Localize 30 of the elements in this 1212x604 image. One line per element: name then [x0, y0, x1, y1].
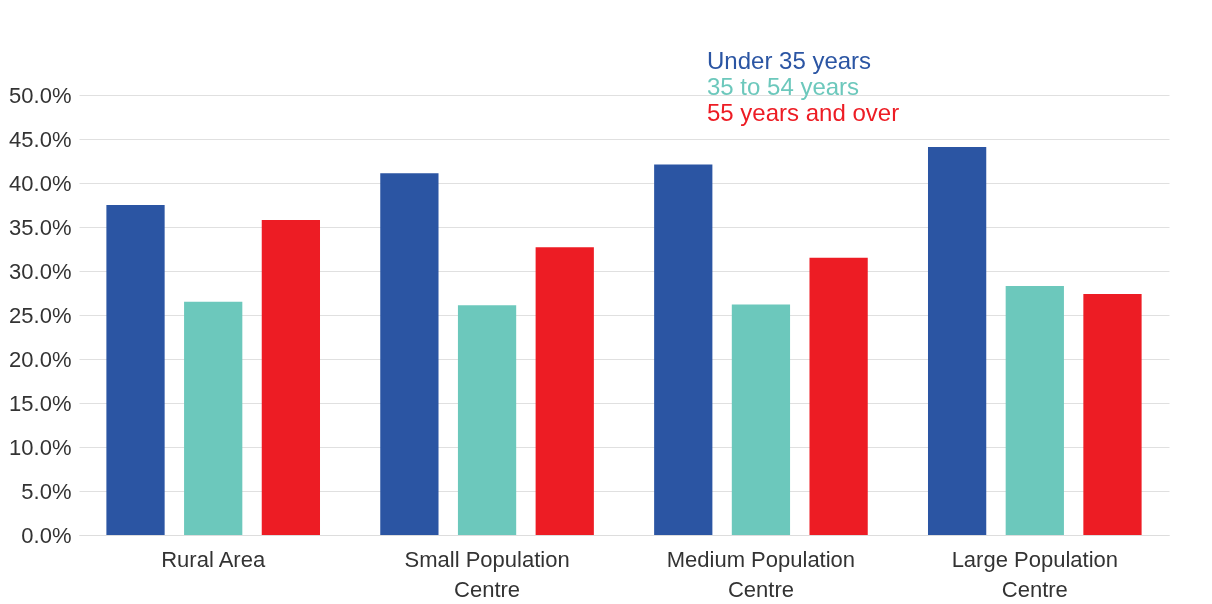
y-tick-label: 35.0% [9, 214, 72, 240]
bar [535, 247, 594, 535]
y-tick-label: 50.0% [9, 82, 72, 108]
text: 55 years and over [707, 99, 900, 126]
x-tick-label: Medium Population Centre [666, 546, 856, 602]
bar [1083, 293, 1142, 535]
y-tick-label: 10.0% [9, 434, 72, 460]
y-tick-label: 30.0% [9, 258, 72, 284]
bar [457, 305, 517, 535]
bar [1005, 285, 1064, 535]
text: 35 to 54 years [707, 73, 860, 100]
bar [654, 164, 713, 535]
bar [380, 173, 439, 535]
bar [106, 205, 165, 535]
bar [809, 257, 868, 535]
y-tick-label: 15.0% [9, 390, 72, 416]
bar [261, 219, 321, 535]
bar [184, 301, 243, 535]
y-tick-label: 0.0% [21, 522, 72, 548]
bar [927, 146, 987, 535]
x-tick-label: Large Population Centre [951, 546, 1118, 602]
bar [731, 304, 791, 535]
x-tick-label: Small Population Centre [404, 546, 570, 602]
y-tick-label: 40.0% [9, 170, 72, 196]
x-tick-label: Rural Area [161, 546, 266, 572]
y-tick-label: 25.0% [9, 302, 72, 328]
y-tick-label: 5.0% [21, 478, 72, 504]
y-tick-label: 20.0% [9, 346, 72, 372]
text: Under 35 years [707, 47, 872, 74]
y-tick-label: 45.0% [9, 126, 72, 152]
